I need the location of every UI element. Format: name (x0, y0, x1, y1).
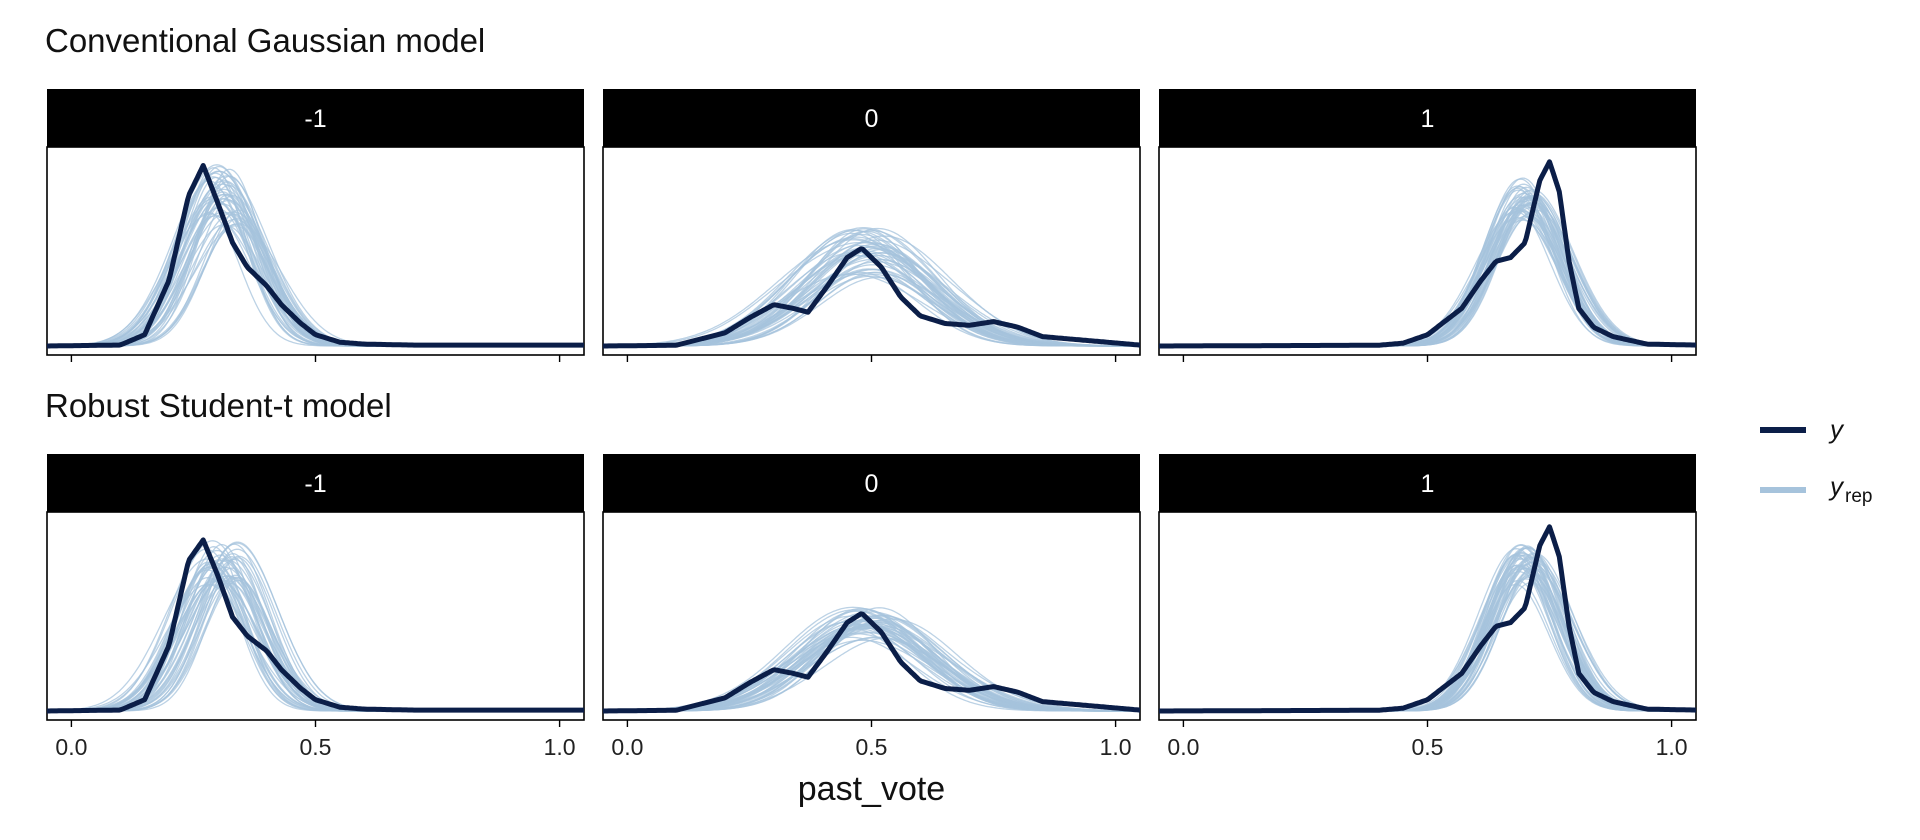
panel-r1-c0: -1 0.0 0.5 1.0 (46, 454, 585, 760)
y-density-line (47, 537, 584, 714)
y-density-line (1159, 159, 1696, 349)
facet-strip-label: -1 (304, 105, 326, 133)
panel-r0-c0: -1 (46, 89, 585, 362)
facet-strip (47, 89, 584, 147)
facet-strip (1159, 454, 1696, 512)
panel-r1-c2: 1 0.0 0.5 1.0 (1158, 454, 1697, 760)
panel-r1-c1: 0 0.0 0.5 1.0 (602, 454, 1141, 760)
facet-strip-label: 1 (1421, 105, 1435, 133)
panel-r0-c1: 0 (602, 89, 1141, 362)
panel-lines (603, 227, 1140, 349)
panel-r0-c2: 1 (1158, 89, 1697, 362)
legend-label-yrep-sub: rep (1845, 486, 1872, 507)
panel-lines (603, 606, 1140, 714)
legend: y y rep (1760, 414, 1872, 507)
y-density-line (603, 611, 1140, 714)
y-density-line (47, 163, 584, 349)
y-density-line (603, 246, 1140, 349)
x-axis-title: past_vote (798, 770, 945, 808)
yrep-density-line (603, 230, 1140, 347)
x-tick-label: 1.0 (1100, 734, 1132, 760)
facet-strip-label: -1 (304, 470, 326, 498)
facet-strip (47, 454, 584, 512)
x-tick-label: 0.0 (1167, 734, 1199, 760)
y-density-line (1159, 524, 1696, 714)
panel-lines (1159, 159, 1696, 349)
panel-frame (1158, 146, 1697, 356)
row-title-1: Robust Student-t model (45, 387, 392, 424)
row-title-0: Conventional Gaussian model (45, 22, 485, 59)
x-tick-label: 0.0 (55, 734, 87, 760)
x-tick-label: 1.0 (1656, 734, 1688, 760)
facet-strip (603, 89, 1140, 147)
panel-lines (47, 537, 584, 714)
panel-lines (47, 163, 584, 349)
legend-label-yrep: y rep (1828, 471, 1872, 507)
x-tick-label: 1.0 (544, 734, 576, 760)
panel-frame (1158, 511, 1697, 721)
facet-strip-label: 0 (865, 105, 879, 133)
panel-lines (1159, 524, 1696, 714)
x-tick-label: 0.5 (1412, 734, 1444, 760)
x-tick-label: 0.5 (856, 734, 888, 760)
yrep-density-line (603, 248, 1140, 347)
x-tick-label: 0.0 (611, 734, 643, 760)
facet-strip-label: 1 (1421, 470, 1435, 498)
x-tick-label: 0.5 (300, 734, 332, 760)
facet-strip (1159, 89, 1696, 147)
yrep-density-line (603, 617, 1140, 712)
panel-frame (46, 146, 585, 356)
facet-strip-label: 0 (865, 470, 879, 498)
facet-strip (603, 454, 1140, 512)
legend-label-y: y (1828, 414, 1845, 444)
